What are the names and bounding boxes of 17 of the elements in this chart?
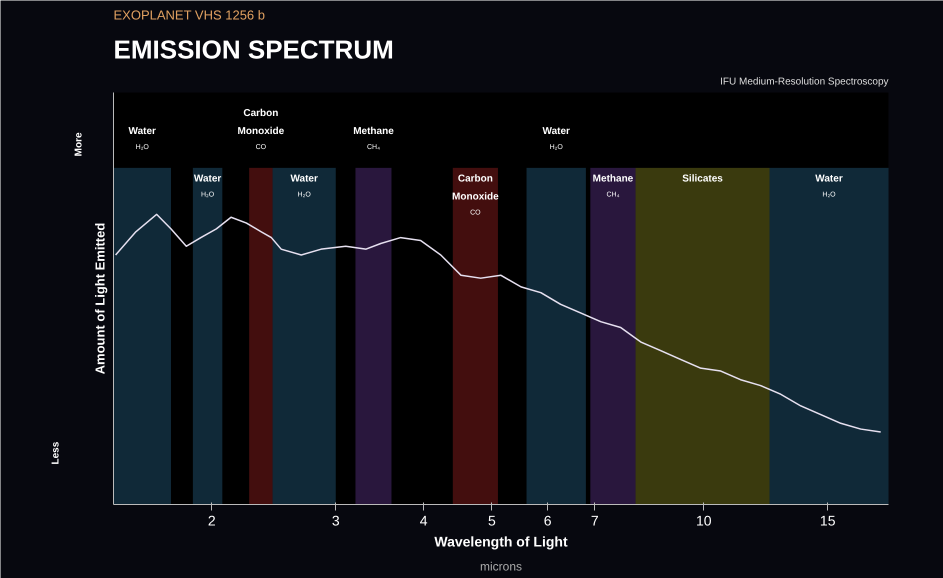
x-tick-label: 7	[590, 512, 599, 528]
x-axis-title: Wavelength of Light	[434, 534, 568, 550]
x-tick-label: 3	[332, 512, 340, 528]
text: microns	[480, 560, 522, 574]
y-axis-title: Amount of Light Emitted	[92, 222, 108, 374]
x-tick-label: 15	[820, 512, 836, 528]
text: Less	[50, 441, 62, 464]
x-tick-label: 10	[696, 512, 712, 528]
x-tick-label: 4	[420, 512, 428, 528]
chart-title: EMISSION SPECTRUM	[114, 34, 394, 64]
text: More	[74, 132, 84, 156]
chart-subtitle: EXOPLANET VHS 1256 b	[114, 8, 266, 22]
x-tick-label: 6	[544, 512, 552, 528]
text: IFU Medium-Resolution Spectroscopy	[720, 76, 889, 88]
band-label: Silicates	[682, 174, 724, 185]
x-tick-label: 5	[488, 512, 496, 528]
x-tick-label: 2	[208, 512, 216, 528]
